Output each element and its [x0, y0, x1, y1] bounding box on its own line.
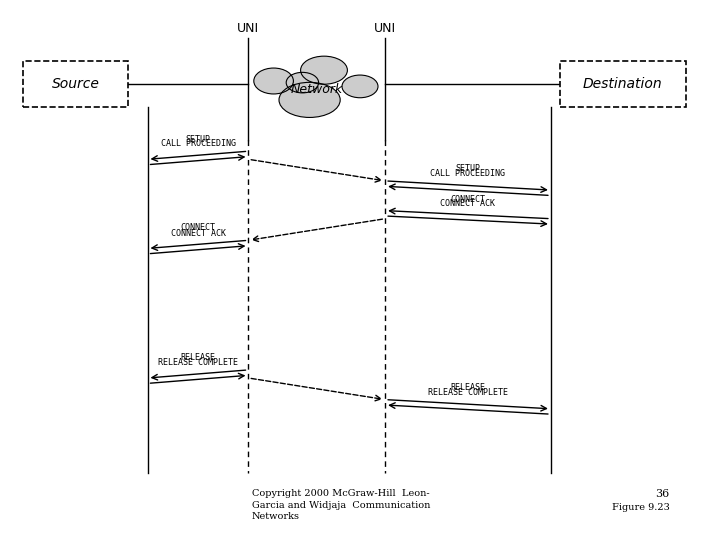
Text: Networks: Networks [252, 512, 300, 522]
FancyBboxPatch shape [560, 60, 685, 106]
Text: CALL PROCEEDING: CALL PROCEEDING [161, 139, 235, 148]
Text: RELEASE: RELEASE [451, 382, 485, 392]
Text: CONNECT: CONNECT [451, 194, 485, 204]
Text: 36: 36 [655, 489, 670, 499]
Text: SETUP: SETUP [456, 164, 480, 173]
Text: RELEASE COMPLETE: RELEASE COMPLETE [158, 358, 238, 367]
Text: UNI: UNI [238, 22, 259, 35]
Ellipse shape [254, 68, 294, 94]
Text: Destination: Destination [583, 77, 662, 91]
Text: Network: Network [291, 83, 343, 96]
Text: CONNECT ACK: CONNECT ACK [441, 199, 495, 208]
Text: CONNECT ACK: CONNECT ACK [171, 228, 225, 238]
FancyBboxPatch shape [23, 60, 128, 106]
Text: RELEASE: RELEASE [181, 353, 215, 362]
Text: Figure 9.23: Figure 9.23 [612, 503, 670, 512]
Text: Copyright 2000 McGraw-Hill  Leon-: Copyright 2000 McGraw-Hill Leon- [252, 489, 430, 498]
Ellipse shape [287, 72, 318, 93]
Text: Source: Source [52, 77, 99, 91]
Text: Garcia and Widjaja  Communication: Garcia and Widjaja Communication [252, 501, 431, 510]
Text: CONNECT: CONNECT [181, 223, 215, 232]
Text: RELEASE COMPLETE: RELEASE COMPLETE [428, 388, 508, 397]
Text: CALL PROCEEDING: CALL PROCEEDING [431, 169, 505, 178]
Ellipse shape [279, 82, 341, 118]
Ellipse shape [301, 56, 348, 84]
Text: SETUP: SETUP [186, 135, 210, 144]
Ellipse shape [342, 75, 378, 98]
Text: UNI: UNI [374, 22, 396, 35]
